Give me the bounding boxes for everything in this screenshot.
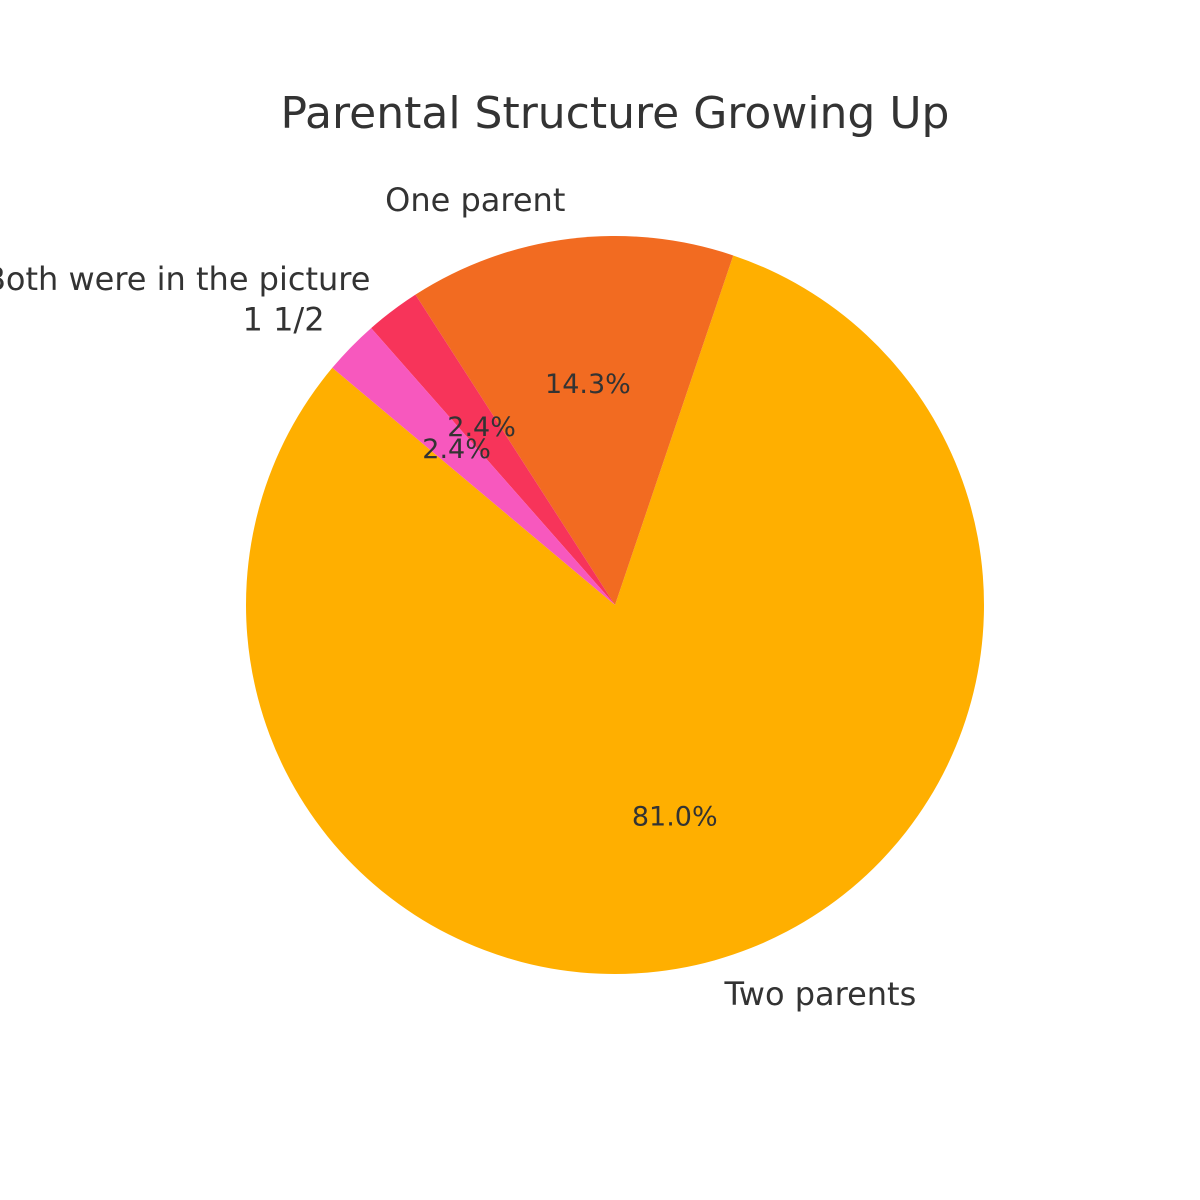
- pie-slice-0: [246, 255, 985, 974]
- pct-label-0: 81.0%: [632, 802, 718, 833]
- slice-label-1: One parent: [385, 181, 565, 219]
- pct-label-3: 2.4%: [422, 434, 491, 465]
- slice-labels: Two parents One parent Both were in the pi…: [0, 181, 916, 1013]
- pct-label-2: 2.4%: [447, 412, 516, 443]
- pie-slice-2: [371, 294, 615, 605]
- percentage-labels: 81.0% 14.3% 2.4%2.4%: [422, 369, 717, 833]
- slice-label-0: Two parents: [724, 975, 917, 1013]
- chart-title: Parental Structure Growing Up: [281, 88, 950, 139]
- pie-slice-3: [332, 328, 615, 605]
- slice-label-3: 1 1/2: [243, 300, 325, 338]
- pct-label-1: 14.3%: [545, 369, 631, 400]
- pie-slices: [246, 236, 985, 974]
- pie-slice-1: [415, 236, 734, 605]
- slice-label-2: Both were in the picture: [0, 260, 370, 298]
